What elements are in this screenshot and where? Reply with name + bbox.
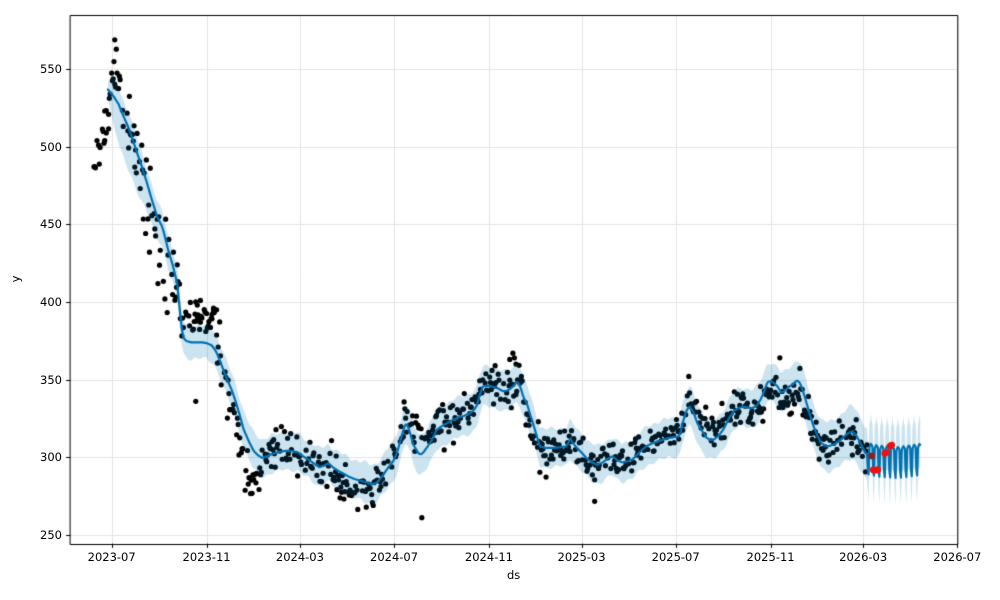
x-tick-label: 2023-07 bbox=[87, 550, 136, 564]
x-tick-label: 2026-03 bbox=[839, 550, 888, 564]
y-tick-label: 500 bbox=[40, 139, 62, 154]
y-tick-label: 350 bbox=[40, 372, 62, 387]
y-tick-label: 550 bbox=[40, 62, 62, 77]
y-tick-label: 450 bbox=[40, 217, 62, 232]
x-tick-label: 2024-07 bbox=[370, 550, 419, 564]
y-tick-label: 250 bbox=[40, 527, 62, 542]
y-tick-label: 300 bbox=[40, 450, 62, 465]
x-tick-label: 2025-11 bbox=[746, 550, 795, 564]
y-axis-label: y bbox=[8, 275, 23, 282]
y-tick-label: 400 bbox=[40, 294, 62, 309]
x-tick-label: 2025-03 bbox=[557, 550, 606, 564]
x-tick-label: 2024-11 bbox=[464, 550, 513, 564]
x-tick-label: 2025-07 bbox=[651, 550, 700, 564]
x-axis-label: ds bbox=[507, 568, 521, 582]
x-tick-label: 2024-03 bbox=[275, 550, 324, 564]
x-tick-label: 2026-07 bbox=[933, 550, 982, 564]
x-tick-label: 2023-11 bbox=[182, 550, 231, 564]
